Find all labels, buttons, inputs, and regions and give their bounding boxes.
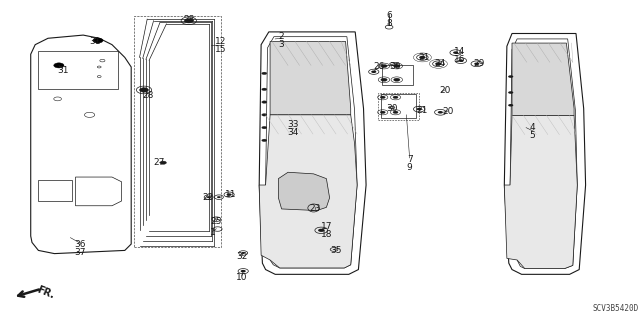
Circle shape: [474, 63, 479, 65]
Text: 4: 4: [530, 123, 535, 132]
Text: 23: 23: [309, 204, 321, 213]
Text: 18: 18: [321, 230, 332, 239]
Circle shape: [227, 193, 232, 196]
Circle shape: [371, 70, 376, 73]
Text: 5: 5: [530, 131, 535, 140]
Circle shape: [241, 270, 246, 272]
Polygon shape: [278, 172, 330, 211]
Text: 8: 8: [387, 19, 392, 28]
Text: 15: 15: [215, 45, 227, 54]
Circle shape: [241, 252, 245, 254]
Polygon shape: [512, 43, 574, 115]
Text: 22: 22: [202, 193, 214, 202]
Text: 7: 7: [407, 155, 412, 164]
Bar: [382, 65, 413, 85]
Circle shape: [419, 56, 426, 59]
Circle shape: [140, 88, 148, 92]
Circle shape: [381, 78, 387, 81]
Text: 24: 24: [435, 59, 446, 68]
Text: 16: 16: [454, 55, 465, 63]
Circle shape: [458, 59, 463, 62]
Text: 21: 21: [418, 53, 429, 62]
Text: 30: 30: [390, 63, 401, 71]
Text: FR.: FR.: [35, 285, 56, 301]
Text: 9: 9: [407, 163, 412, 172]
Circle shape: [262, 139, 267, 142]
Circle shape: [318, 229, 324, 232]
Circle shape: [435, 62, 442, 65]
Text: 2: 2: [279, 32, 284, 41]
Circle shape: [93, 38, 103, 43]
Bar: [134, 16, 221, 247]
Text: 3: 3: [279, 40, 284, 49]
Text: 29: 29: [473, 59, 484, 68]
Circle shape: [393, 111, 398, 114]
Text: 21: 21: [417, 106, 428, 115]
Circle shape: [262, 72, 267, 75]
Text: 37: 37: [74, 248, 86, 256]
Text: 25: 25: [211, 217, 222, 226]
Text: 10: 10: [236, 273, 248, 282]
Text: SCV3B5420D: SCV3B5420D: [593, 304, 639, 313]
Circle shape: [508, 91, 513, 94]
Circle shape: [508, 104, 513, 107]
Circle shape: [393, 96, 398, 99]
Circle shape: [380, 96, 385, 99]
Text: 20: 20: [442, 107, 454, 116]
Circle shape: [438, 111, 443, 114]
Circle shape: [262, 88, 267, 91]
Circle shape: [508, 75, 513, 78]
Text: 12: 12: [215, 37, 227, 46]
Circle shape: [262, 114, 267, 116]
Text: 26: 26: [373, 63, 385, 71]
Circle shape: [380, 111, 385, 114]
Text: 1: 1: [210, 228, 215, 237]
Circle shape: [381, 64, 387, 68]
Bar: [381, 94, 416, 118]
Circle shape: [394, 78, 400, 81]
Text: 11: 11: [225, 190, 236, 199]
Circle shape: [394, 64, 400, 68]
Bar: [38, 180, 72, 201]
Text: 34: 34: [287, 128, 299, 137]
Text: 31: 31: [57, 66, 68, 75]
Text: 31: 31: [89, 37, 100, 46]
Polygon shape: [270, 41, 351, 115]
Circle shape: [453, 51, 458, 54]
Text: 27: 27: [153, 158, 164, 167]
Circle shape: [207, 196, 211, 198]
Text: 36: 36: [74, 240, 86, 249]
Circle shape: [160, 161, 166, 164]
Circle shape: [262, 126, 267, 129]
Text: 28: 28: [183, 15, 195, 24]
Circle shape: [54, 63, 64, 68]
Text: 14: 14: [454, 47, 465, 56]
Circle shape: [184, 19, 193, 23]
Text: 30: 30: [386, 104, 397, 113]
Text: 28: 28: [143, 91, 154, 100]
Text: 35: 35: [330, 246, 342, 255]
Bar: [378, 93, 419, 120]
Polygon shape: [504, 115, 577, 269]
Circle shape: [217, 196, 221, 198]
Text: 17: 17: [321, 222, 332, 231]
Circle shape: [262, 101, 267, 103]
Text: 6: 6: [387, 11, 392, 20]
Circle shape: [417, 108, 422, 110]
Polygon shape: [259, 115, 357, 268]
Text: 32: 32: [236, 252, 248, 261]
Text: 20: 20: [439, 86, 451, 95]
Text: 33: 33: [287, 120, 299, 129]
